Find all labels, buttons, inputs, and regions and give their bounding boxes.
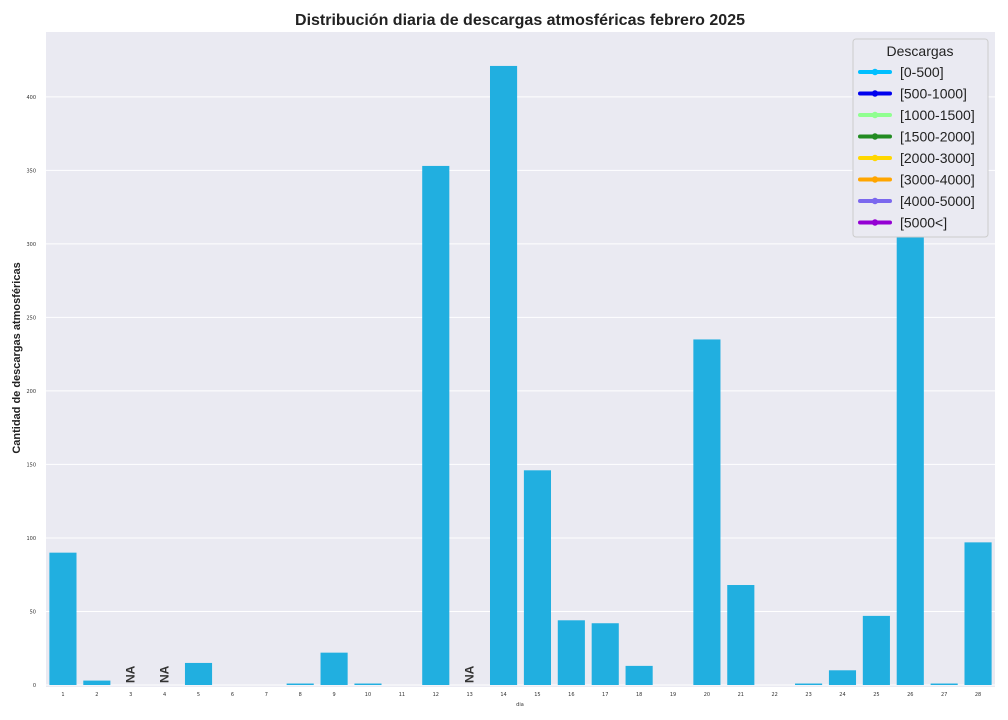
legend-marker [871, 197, 879, 205]
bar-day-25 [862, 615, 890, 685]
x-tick-label: 25 [873, 692, 879, 698]
y-tick-label: 50 [30, 609, 36, 615]
x-tick-label: 2 [95, 692, 98, 698]
chart-title: Distribución diaria de descargas atmosfé… [295, 12, 745, 29]
y-tick-label: 300 [26, 242, 36, 248]
na-label: NA [124, 665, 138, 683]
x-tick-label: 10 [365, 692, 371, 698]
legend-label: [5000<] [900, 215, 947, 231]
bar-day-18 [625, 665, 653, 685]
x-axis-label: dia [516, 702, 524, 708]
legend: Descargas [0-500] [500-1000] [1000-1500] [1… [852, 38, 989, 238]
bar-day-20 [693, 339, 721, 685]
x-tick-label: 11 [399, 692, 405, 698]
y-axis-label: Cantidad de descargas atmosféricas [11, 262, 23, 453]
x-tick-label: 15 [534, 692, 540, 698]
legend-label: [4000-5000] [900, 193, 975, 209]
x-tick-label: 12 [433, 692, 439, 698]
bar-day-12 [422, 165, 450, 685]
x-tick-label: 27 [941, 692, 947, 698]
y-tick-label: 0 [33, 683, 36, 689]
y-tick-label: 100 [26, 536, 36, 542]
na-labels: NA NA NA [124, 665, 477, 683]
legend-marker [871, 154, 879, 162]
x-tick-label: 21 [738, 692, 744, 698]
bar-day-17 [591, 623, 619, 685]
bar-day-24 [828, 670, 857, 685]
bar-day-10 [354, 683, 382, 685]
bar-day-21 [727, 585, 755, 685]
x-tick-label: 17 [602, 692, 608, 698]
legend-marker [871, 90, 879, 97]
x-tick-label: 22 [772, 692, 778, 698]
legend-title: Descargas [887, 43, 954, 59]
legend-box [852, 38, 989, 238]
legend-entries: [0-500] [500-1000] [1000-1500] [1500-2000] [… [858, 64, 975, 231]
legend-marker [871, 219, 879, 226]
x-tick-label: 6 [231, 692, 234, 698]
bar-day-8 [286, 683, 314, 685]
x-tick-label: 7 [265, 692, 268, 698]
na-label: NA [463, 665, 477, 683]
x-tick-label: 13 [466, 692, 472, 698]
y-tick-label: 150 [26, 462, 36, 468]
bar-day-15 [523, 470, 552, 685]
bar-day-2 [83, 680, 111, 685]
legend-label: [0-500] [900, 64, 944, 80]
bar-day-16 [557, 620, 585, 685]
x-tick-label: 14 [500, 692, 506, 698]
x-tick-label: 18 [636, 692, 642, 698]
legend-marker [871, 133, 879, 140]
x-tick-label: 26 [907, 692, 913, 698]
x-tick-label: 23 [805, 692, 811, 698]
x-tick-label: 4 [163, 692, 166, 698]
legend-marker [871, 176, 879, 183]
x-tick-label: 16 [568, 692, 574, 698]
x-tick-labels: 1 2 3 4 5 6 7 8 9 10 11 12 13 14 15 16 17 18 19 20 21 22 23 24 2… [61, 692, 981, 698]
y-tick-label: 200 [26, 389, 36, 395]
legend-label: [1500-2000] [900, 129, 975, 145]
y-tick-labels: 0 50 100 150 200 250 300 350 400 [26, 95, 36, 689]
bar-day-14 [489, 65, 518, 685]
bar-day-9 [320, 652, 348, 685]
x-tick-label: 19 [670, 692, 676, 698]
legend-marker [871, 68, 879, 76]
x-tick-label: 28 [975, 692, 981, 698]
bar-day-28 [964, 542, 992, 685]
bar-day-27 [930, 683, 958, 685]
legend-label: [1000-1500] [900, 107, 975, 123]
x-tick-label: 24 [839, 692, 845, 698]
y-tick-label: 400 [26, 95, 36, 101]
plot-area [46, 32, 995, 687]
legend-label: [2000-3000] [900, 150, 975, 166]
y-tick-label: 350 [26, 168, 36, 174]
legend-label: [500-1000] [900, 86, 967, 102]
y-tick-label: 250 [26, 315, 36, 321]
bar-day-5 [184, 662, 213, 685]
x-tick-label: 9 [332, 692, 335, 698]
legend-marker [871, 111, 879, 119]
x-tick-label: 5 [197, 692, 200, 698]
na-label: NA [158, 665, 172, 683]
legend-label: [3000-4000] [900, 172, 975, 188]
x-tick-label: 3 [129, 692, 132, 698]
x-tick-label: 1 [61, 692, 64, 698]
bar-day-1 [49, 552, 77, 685]
x-tick-label: 20 [704, 692, 710, 698]
x-tick-label: 8 [299, 692, 302, 698]
bar-day-23 [795, 683, 823, 685]
